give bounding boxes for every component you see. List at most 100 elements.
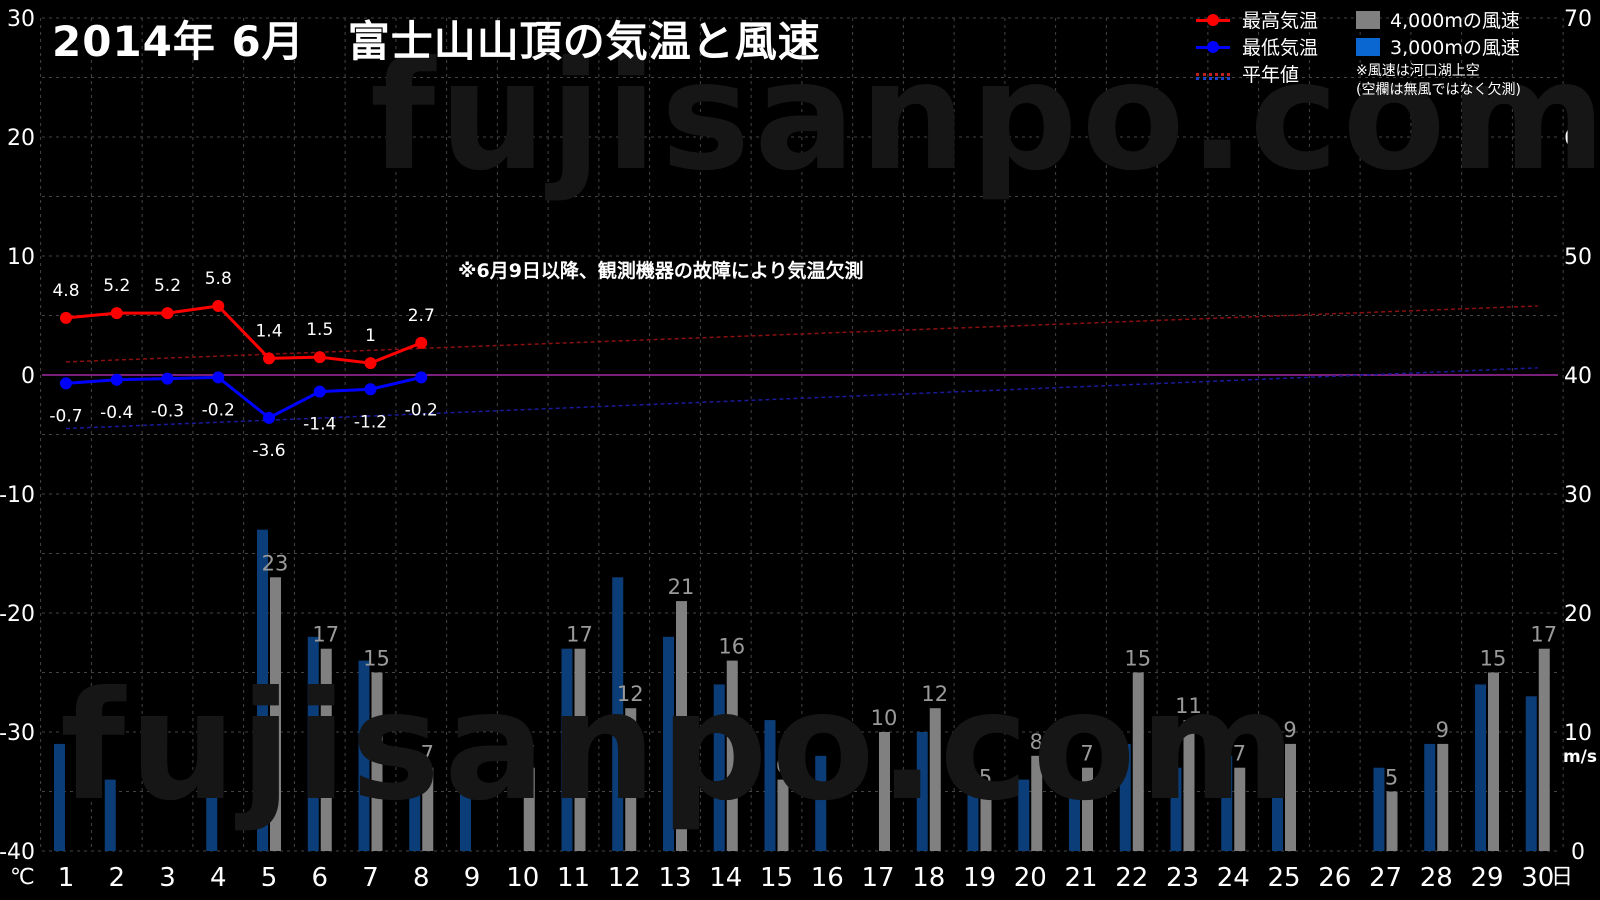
x-tick: 23 [1166, 863, 1199, 893]
wind-3000-bar [764, 720, 776, 851]
wind-4000-bar [320, 648, 332, 851]
temperature-lines [60, 299, 428, 424]
max-temp-line [65, 304, 422, 365]
wind-3000-bar [1475, 684, 1486, 851]
wind-4000-bar [625, 708, 637, 851]
max-temp-swatch [1196, 9, 1230, 31]
legend-note-2: (空欄は無風ではなく欠測) [1356, 79, 1521, 98]
legend-max-temp: 最高気温 [1196, 6, 1318, 33]
y-right-tick: 0 [1571, 840, 1585, 865]
wind-4000-bar [1386, 791, 1398, 851]
x-tick: 17 [861, 863, 894, 893]
wind-4000-bar [574, 648, 586, 851]
x-tick: 20 [1014, 863, 1047, 893]
y-right-tick: 50 [1564, 245, 1592, 270]
wind-3000-bar [663, 636, 674, 851]
wind-3000-bar [460, 779, 471, 851]
wind-3000-bar [307, 636, 319, 851]
legend-temperature: 最高気温 最低気温 平年値 [1196, 6, 1318, 87]
wind-4000-label: 21 [668, 575, 695, 599]
wind-4000-bar [1183, 720, 1195, 851]
wind-3000-bar [1119, 743, 1131, 851]
max-temp-label: 1.5 [306, 320, 333, 340]
x-tick: 4 [210, 863, 227, 893]
x-tick: 2 [108, 863, 125, 893]
min-temp-point [110, 373, 123, 386]
wind-4000-bar [929, 708, 941, 851]
x-tick: 16 [811, 863, 844, 893]
min-temp-label: -0.7 [49, 406, 82, 426]
wind-4000-bar [1488, 672, 1499, 851]
x-tick: 25 [1267, 863, 1300, 893]
legend-min-temp: 最低気温 [1196, 33, 1318, 60]
wind-4000-bar [1285, 743, 1296, 851]
wind-4000-bar [422, 767, 434, 851]
max-temp-label: 1.4 [255, 321, 282, 341]
missing-data-note: ※6月9日以降、観測機器の故障により気温欠測 [458, 260, 864, 282]
legend-wind-3000: 3,000mの風速 [1356, 33, 1521, 60]
x-tick: 18 [912, 863, 945, 893]
normal-min-line [65, 367, 1538, 430]
x-tick: 1 [58, 863, 75, 893]
max-temp-label: 5.8 [205, 269, 232, 289]
wind-3000-bar [612, 577, 624, 851]
normal-max-line [65, 305, 1538, 363]
wind-4000-bar [1132, 672, 1144, 851]
wind-4000-bar [1031, 755, 1043, 851]
x-tick: 15 [760, 863, 793, 893]
wind-4000-label: 17 [1530, 623, 1557, 647]
wind-3000-bar [1069, 791, 1080, 851]
wind-4000-label: 7 [1080, 742, 1093, 766]
wind-4000-label: 17 [312, 623, 339, 647]
wind-4000-label: 23 [262, 551, 289, 575]
max-temp-point [161, 307, 174, 320]
wind-4000-label: 15 [1124, 647, 1151, 671]
min-temp-point [415, 371, 428, 384]
wind-3000-bar [1221, 755, 1233, 851]
wind-4000-label: 9 [1283, 718, 1296, 742]
wind-3000-bar [916, 732, 928, 851]
min-temp-label: -0.4 [100, 403, 133, 423]
legend-min-temp-label: 最低気温 [1242, 37, 1319, 59]
wind-4000-label: 15 [1480, 647, 1507, 671]
legend-max-temp-label: 最高気温 [1242, 10, 1319, 32]
x-tick: 12 [608, 863, 641, 893]
wind-4000-label: 7 [1233, 742, 1246, 766]
y-left-tick: -30 [0, 721, 35, 746]
wind-4000-bar [371, 672, 383, 851]
wind-4000-label: 7 [421, 742, 434, 766]
wind-4000-bar [1082, 767, 1093, 851]
legend-wind-4000-label: 4,000mの風速 [1390, 10, 1520, 32]
x-tick: 28 [1420, 863, 1453, 893]
x-tick: 13 [658, 863, 691, 893]
min-temp-point [364, 383, 377, 396]
wind-4000-bar [523, 767, 535, 851]
wind-3000-bar [409, 755, 421, 851]
max-temp-label: 5.2 [103, 276, 130, 296]
wind-4000-label: 11 [1175, 694, 1202, 718]
wind-3000-bar [561, 648, 573, 851]
x-tick: 21 [1064, 863, 1097, 893]
wind-bars [54, 529, 1550, 851]
y-left-tick: 0 [21, 364, 35, 389]
min-temp-point [212, 371, 225, 384]
y-left-unit: ℃ [10, 865, 35, 890]
wind-4000-label: 5 [979, 766, 992, 790]
min-temp-label: -1.4 [303, 415, 336, 435]
max-temp-point [212, 299, 225, 312]
min-temp-label: -1.2 [354, 412, 387, 432]
wind-4000-bar [879, 732, 890, 851]
normal-lines [65, 305, 1538, 430]
max-temp-point [60, 311, 72, 324]
x-tick: 14 [709, 863, 742, 893]
legend-wind: 4,000mの風速 3,000mの風速 ※風速は河口湖上空 (空欄は無風ではなく… [1356, 6, 1521, 98]
max-temp-label: 4.8 [52, 281, 79, 301]
x-tick: 3 [159, 863, 176, 893]
max-temp-label: 2.7 [408, 306, 435, 326]
wind-3000-bar [257, 529, 268, 851]
y-left-tick: -40 [0, 840, 35, 865]
wind-4000-bar [1234, 767, 1246, 851]
chart-title: 2014年 6月 富士山山頂の気温と風速 [52, 17, 821, 66]
max-temp-point [364, 357, 377, 370]
